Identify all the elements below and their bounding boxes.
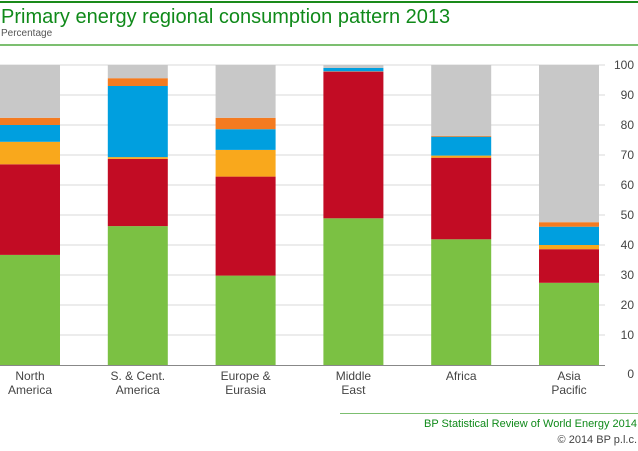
x-tick-label: Europe & [221,369,271,383]
top-rule [0,1,638,3]
bar-segment [323,218,384,365]
bar-segment [539,226,599,245]
bar-segment [0,117,60,125]
y-tick-label: 0 [627,367,634,381]
y-tick-label: 100 [614,58,634,72]
x-tick-label: Asia [557,369,581,383]
bar-segment [323,71,384,219]
chart-subtitle: Percentage [1,28,53,39]
bar-segment [215,65,276,118]
header-rule [0,44,638,46]
bar-segment [215,176,276,276]
y-tick-label: 30 [621,268,635,282]
x-tick-label: Pacific [551,383,586,397]
x-tick-label: East [341,383,366,397]
bar-segment [215,149,276,177]
x-tick-label: America [8,383,52,397]
bar-segment [539,282,599,365]
bar-segment [107,65,168,79]
x-tick-label: North [15,369,44,383]
x-tick-label: Africa [446,369,477,383]
bar-segment [539,249,599,283]
y-tick-label: 10 [621,328,635,342]
chart-title: Primary energy regional consumption patt… [1,6,451,28]
bar-segment [107,157,168,159]
bar-segment [431,136,492,156]
bar-segment [215,275,276,365]
x-tick-label: Middle [336,369,372,383]
bar-segment [215,117,276,130]
y-tick-label: 80 [621,118,635,132]
bar-segment [431,155,492,158]
x-tick-label: S. & Cent. [110,369,165,383]
bar-segment [431,239,492,365]
bar-segment [107,86,168,158]
bar-segment [539,222,599,227]
y-tick-label: 60 [621,178,635,192]
y-tick-label: 70 [621,148,635,162]
source-note: BP Statistical Review of World Energy 20… [424,418,637,430]
bar-segment [0,141,60,165]
bar-segment [107,226,168,365]
bar-segment [539,65,599,223]
footer-rule [340,413,638,414]
bar-segment [0,254,60,365]
bar-segment [0,164,60,255]
y-tick-label: 90 [621,88,635,102]
bar-segment [0,65,60,118]
bar-segment [431,65,492,136]
bar-segment [0,125,60,142]
bar-segment [215,129,276,150]
bar-segment [323,68,384,72]
bar-segment [323,65,384,68]
bar-segment [431,135,492,137]
y-tick-label: 40 [621,238,635,252]
y-tick-label: 50 [621,208,635,222]
x-tick-label: Eurasia [225,383,266,397]
bar-segment [107,78,168,86]
bar-segment [107,158,168,227]
y-tick-label: 20 [621,298,635,312]
bar-segment [539,245,599,250]
copyright-note: © 2014 BP p.l.c. [557,434,637,446]
bar-segment [431,157,492,240]
x-tick-label: America [116,383,160,397]
